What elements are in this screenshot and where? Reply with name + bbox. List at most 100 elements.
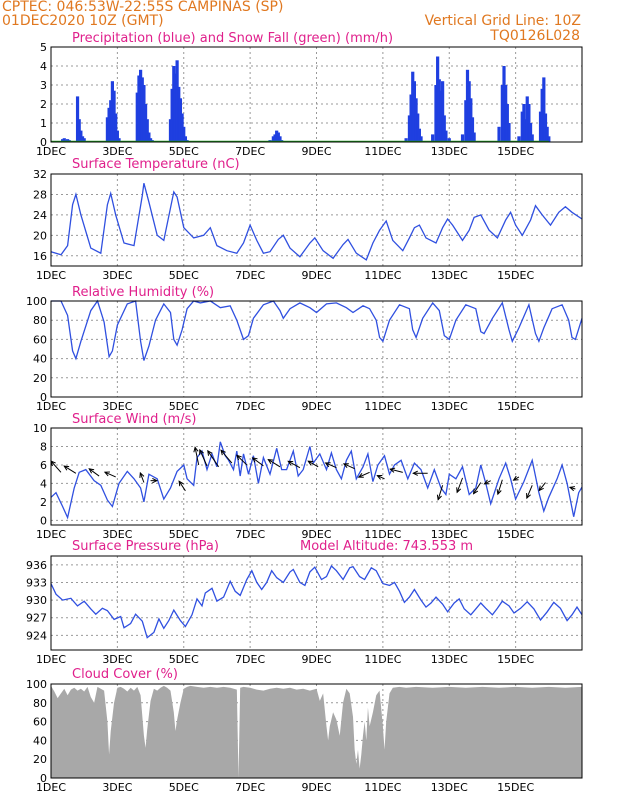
wind-arrow [236,454,248,466]
humidity-ytick-label: 100 [26,295,47,308]
precip-bar [105,117,110,142]
precip-bar [414,98,418,142]
precip-bar [135,92,139,142]
precip-bar [538,111,543,142]
precip-xtick-label: 3DEC [102,145,132,158]
precip-bar [525,96,529,142]
cloud-xtick-label: 11DEC [364,781,401,794]
wind-arrow [437,485,444,500]
precip-bar [175,60,179,142]
precip-bar [530,134,534,142]
temperature-xtick-label: 11DEC [364,269,401,282]
precip-bar [507,123,511,142]
precip-bar [79,130,83,142]
wind-arrow [484,480,491,485]
humidity-ytick-label: 20 [33,372,47,385]
wind-arrow-head [412,470,418,476]
precip-xtick-label: 11DEC [364,145,401,158]
wind-arrow-head [526,493,531,500]
pressure-xtick-label: 5DEC [169,653,199,666]
wind-arrow-head [178,480,184,487]
cloud-xtick-label: 7DEC [235,781,265,794]
pressure-xtick-label: 1DEC [36,653,66,666]
precip-bar [442,115,446,142]
wind-arrow-head [103,471,110,477]
precip-bar [276,132,280,142]
precip-bar [117,138,121,142]
precip-bar [75,96,80,142]
temperature-xtick-label: 15DEC [497,269,534,282]
wind-xtick-label: 9DEC [301,528,331,541]
wind-ytick-label: 6 [40,459,47,472]
cloud-xtick-label: 15DEC [497,781,534,794]
precip-bar [275,130,279,142]
precip-bar [441,81,445,142]
precip-bar [527,104,531,142]
precip-bar [439,90,443,142]
wind-xtick-label: 5DEC [169,528,199,541]
precip-bar [517,136,521,142]
temperature-ytick-label: 24 [33,209,47,222]
humidity-xtick-label: 13DEC [431,400,468,413]
pressure-xtick-label: 9DEC [301,653,331,666]
humidity-ytick-label: 60 [33,333,47,346]
wind-arrow-head [538,485,544,492]
precip-bar [504,85,508,142]
humidity-ytick-label: 40 [33,353,47,366]
pressure-ytick-label: 924 [26,629,47,642]
precip-bar [464,100,468,142]
humidity-xtick-label: 9DEC [301,400,331,413]
wind-arrow [343,463,355,470]
wind-arrow [358,471,370,478]
precip-bar [467,81,471,142]
wind-xtick-label: 13DEC [431,528,468,541]
precip-bar [183,136,188,142]
precip-xtick-label: 15DEC [497,145,534,158]
wind-arrow-head [496,489,502,496]
temperature-title: Surface Temperature (nC) [72,157,240,172]
precip-bar [460,134,465,142]
header-station: CPTEC: 046:53W-22:55S CAMPINAS (SP) [2,0,284,15]
wind-arrow [390,468,403,473]
wind-arrow [50,460,62,473]
cloud-ytick-label: 100 [26,678,47,691]
wind-arrow [207,450,220,468]
wind-xtick-label: 11DEC [364,528,401,541]
precip-bar [145,119,149,142]
wind-arrow [139,472,145,483]
precip-ytick-label: 3 [40,79,47,92]
precip-bar [522,104,526,142]
wind-arrow [220,449,233,464]
precip-bar [271,136,275,142]
cloud-xtick-label: 13DEC [431,781,468,794]
wind-arrow-head [63,465,70,471]
precip-bar [497,126,501,142]
precip-bar [173,73,178,142]
wind-arrow-head [139,471,145,478]
wind-xtick-label: 1DEC [36,528,66,541]
precip-bar [62,138,66,142]
precip-bar [170,88,174,142]
temperature-xtick-label: 7DEC [235,269,265,282]
wind-arrow-head [568,486,575,492]
wind-arrow [526,485,533,499]
wind-title: Surface Wind (m/s) [72,412,196,427]
humidity-frame [50,300,583,398]
cloud-xtick-label: 5DEC [169,781,199,794]
wind-arrow [252,457,264,467]
humidity-title: Relative Humidity (%) [72,285,214,300]
precip-bar [547,136,551,142]
humidity-xtick-label: 7DEC [235,400,265,413]
precip-bar [447,138,451,142]
precip-bar [407,115,412,142]
wind-arrow-head [236,454,242,461]
precip-ytick-label: 1 [40,117,47,130]
wind-arrow-head [389,467,396,473]
wind-arrow-head [287,460,294,466]
wind-arrow-head [376,474,383,480]
humidity-xtick-label: 15DEC [497,400,534,413]
precip-bar [411,71,415,142]
precip-bar [65,139,70,142]
precip-bar [82,138,86,142]
wind-arrow-head [193,446,199,453]
